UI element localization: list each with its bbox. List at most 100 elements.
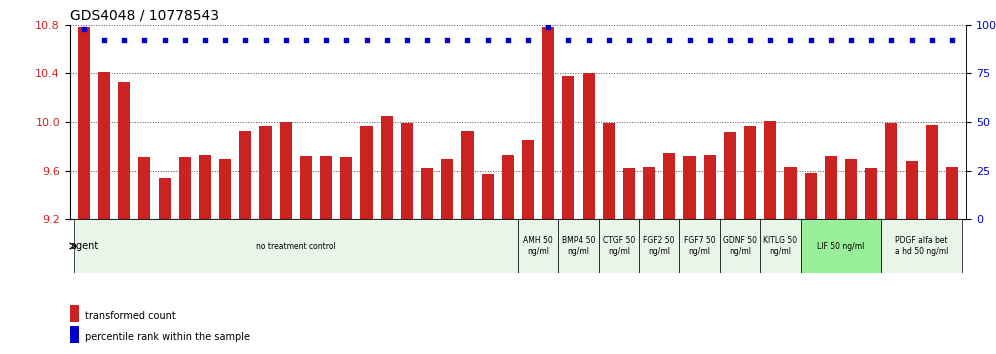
Bar (441, 159, 453, 219)
Point (480, 38, 496, 43)
Bar (583, 74, 595, 219)
Point (722, 38, 738, 43)
FancyBboxPatch shape (881, 219, 962, 273)
Bar (70, 305, 79, 322)
Point (136, 38, 152, 43)
Point (561, 38, 577, 43)
Text: transformed count: transformed count (85, 311, 175, 321)
FancyBboxPatch shape (599, 219, 639, 273)
Bar (905, 161, 917, 219)
Bar (866, 169, 877, 219)
Bar (219, 159, 231, 219)
Point (924, 38, 940, 43)
Bar (119, 82, 130, 219)
Point (117, 38, 132, 43)
FancyBboxPatch shape (801, 219, 881, 273)
Point (823, 38, 839, 43)
Text: GDS4048 / 10778543: GDS4048 / 10778543 (70, 8, 219, 22)
Bar (158, 178, 170, 219)
Bar (946, 167, 958, 219)
Bar (300, 156, 312, 219)
Point (762, 38, 778, 43)
Bar (885, 123, 897, 219)
Bar (785, 167, 797, 219)
Bar (542, 27, 554, 219)
Bar (461, 131, 473, 219)
Bar (643, 167, 655, 219)
Text: CTGF 50
ng/ml: CTGF 50 ng/ml (603, 236, 635, 256)
Point (903, 38, 919, 43)
Point (399, 38, 415, 43)
Bar (421, 169, 433, 219)
Point (702, 38, 718, 43)
Bar (522, 141, 534, 219)
Point (197, 38, 213, 43)
Point (681, 38, 697, 43)
FancyBboxPatch shape (74, 219, 518, 273)
Point (459, 38, 475, 43)
Point (359, 38, 374, 43)
Point (378, 38, 394, 43)
FancyBboxPatch shape (639, 219, 679, 273)
Bar (622, 169, 635, 219)
Text: GDNF 50
ng/ml: GDNF 50 ng/ml (723, 236, 757, 256)
Point (601, 38, 617, 43)
Bar (724, 132, 736, 219)
Bar (805, 173, 817, 219)
Point (318, 38, 334, 43)
Bar (764, 121, 776, 219)
Bar (925, 125, 938, 219)
Bar (502, 155, 514, 219)
Text: LIF 50 ng/ml: LIF 50 ng/ml (818, 241, 865, 251)
Point (742, 38, 758, 43)
Bar (178, 158, 191, 219)
Bar (239, 131, 251, 219)
Point (803, 38, 819, 43)
Bar (482, 175, 494, 219)
Point (298, 38, 314, 43)
Bar (138, 158, 150, 219)
Text: no treatment control: no treatment control (256, 241, 336, 251)
Bar (845, 159, 858, 219)
Point (258, 38, 274, 43)
Point (581, 38, 597, 43)
Point (177, 38, 193, 43)
Point (156, 38, 172, 43)
Point (217, 38, 233, 43)
Text: FGF2 50
ng/ml: FGF2 50 ng/ml (643, 236, 675, 256)
Bar (98, 72, 111, 219)
Point (237, 38, 253, 43)
Point (843, 38, 859, 43)
Bar (603, 123, 615, 219)
Bar (199, 155, 211, 219)
FancyBboxPatch shape (760, 219, 801, 273)
Bar (825, 156, 837, 219)
Point (96, 38, 112, 43)
FancyBboxPatch shape (720, 219, 760, 273)
Point (641, 38, 657, 43)
Text: KITLG 50
ng/ml: KITLG 50 ng/ml (763, 236, 798, 256)
Point (439, 38, 455, 43)
Text: agent: agent (71, 241, 99, 251)
FancyBboxPatch shape (559, 219, 599, 273)
Point (883, 38, 899, 43)
Bar (683, 156, 695, 219)
Text: PDGF alfa bet
a hd 50 ng/ml: PDGF alfa bet a hd 50 ng/ml (895, 236, 948, 256)
Bar (400, 123, 413, 219)
Point (944, 38, 960, 43)
Point (661, 38, 677, 43)
FancyBboxPatch shape (679, 219, 720, 273)
Bar (320, 156, 333, 219)
Text: AMH 50
ng/ml: AMH 50 ng/ml (523, 236, 553, 256)
Bar (744, 126, 756, 219)
Point (339, 38, 355, 43)
Point (783, 38, 799, 43)
Bar (260, 126, 272, 219)
Bar (341, 158, 353, 219)
Text: percentile rank within the sample: percentile rank within the sample (85, 332, 250, 342)
Text: FGF7 50
ng/ml: FGF7 50 ng/ml (684, 236, 715, 256)
Bar (663, 153, 675, 219)
Bar (703, 155, 716, 219)
Text: BMP4 50
ng/ml: BMP4 50 ng/ml (562, 236, 596, 256)
Bar (280, 122, 292, 219)
